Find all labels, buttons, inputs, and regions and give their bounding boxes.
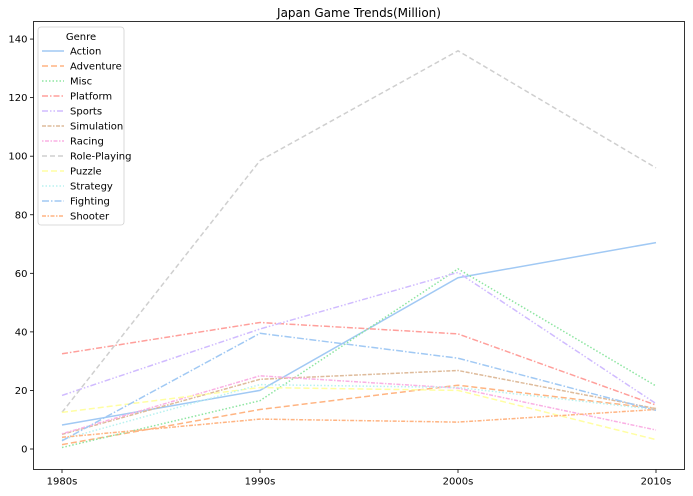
series-layer [61,49,657,449]
y-tick-label: 140 [8,35,27,46]
y-tick-label: 80 [15,210,28,221]
y-tick-label: 100 [8,152,27,163]
x-tick-label: 2000s [443,477,474,488]
legend-title: Genre [66,32,96,43]
plot-area [33,21,685,470]
series-line-misc [61,268,657,449]
series-line-sports [61,271,657,405]
y-tick-label: 0 [21,445,27,456]
legend-label: Action [70,47,101,58]
x-tick-label: 1990s [245,477,276,488]
legend-label: Role-Playing [70,152,131,163]
x-tick-label: 2010s [641,477,672,488]
series-line-adventure [61,384,657,446]
series-line-strategy [61,383,657,441]
legend-label: Simulation [70,122,123,133]
series-line-fighting [61,332,657,442]
series-line-simulation [61,369,657,436]
legend-label: Puzzle [70,167,102,178]
legend-label: Misc [70,77,92,88]
y-tick-label: 60 [15,269,28,280]
legend-label: Adventure [70,62,122,73]
legend-label: Platform [70,92,112,103]
y-tick-label: 120 [8,93,27,104]
series-line-shooter [61,408,657,439]
series-line-platform [61,321,657,406]
legend: Genre Action Adventure Misc Platform Sports Si… [37,26,131,226]
y-tick-label: 20 [15,386,28,397]
x-tick-label: 1980s [47,477,78,488]
series-line-puzzle [61,386,657,441]
legend-label: Shooter [70,212,110,223]
axes-layer: 0 20 40 60 80 100 120 140 1980s 1990s 2000s 2010s [8,35,671,488]
y-tick-label: 40 [15,327,28,338]
series-line-role-playing [61,49,657,413]
legend-label: Strategy [70,182,113,193]
legend-label: Racing [70,137,104,148]
legend-label: Sports [70,107,102,118]
series-line-racing [61,375,657,435]
chart-title: Japan Game Trends(Million) [276,6,441,20]
legend-label: Fighting [70,197,110,208]
legend-frame [37,26,125,226]
